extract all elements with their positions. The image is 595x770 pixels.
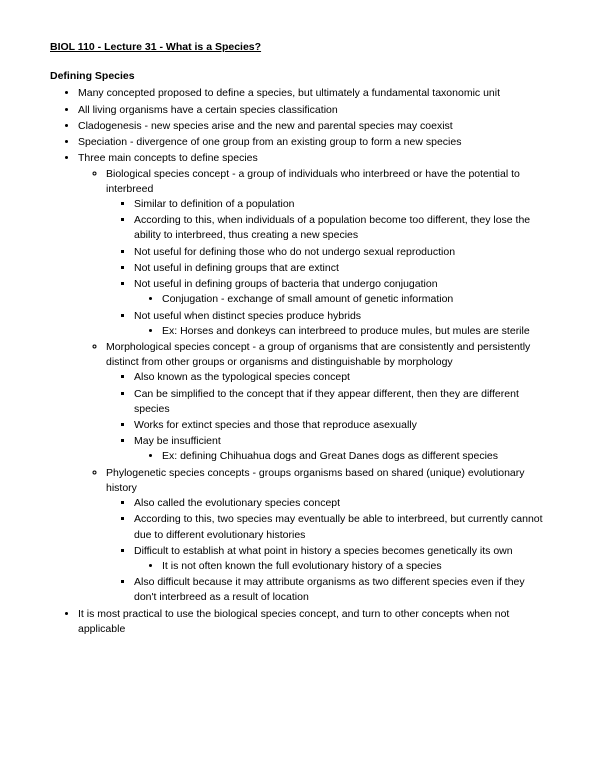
list-item: It is most practical to use the biologic… bbox=[78, 607, 545, 637]
list-item: Speciation - divergence of one group fro… bbox=[78, 135, 545, 150]
list-item: Works for extinct species and those that… bbox=[134, 418, 545, 433]
list-item: Cladogenesis - new species arise and the… bbox=[78, 119, 545, 134]
list-item-text: Not useful when distinct species produce… bbox=[134, 310, 361, 322]
list-item-text: Morphological species concept - a group … bbox=[106, 341, 530, 368]
list-item-text: Three main concepts to define species bbox=[78, 152, 258, 164]
page-title: BIOL 110 - Lecture 31 - What is a Specie… bbox=[50, 40, 545, 55]
list-item: Conjugation - exchange of small amount o… bbox=[162, 292, 545, 307]
list-item: It is not often known the full evolution… bbox=[162, 559, 545, 574]
list-item: Also known as the typological species co… bbox=[134, 370, 545, 385]
list-item-text: Biological species concept - a group of … bbox=[106, 168, 520, 195]
list-item: Similar to definition of a population bbox=[134, 197, 545, 212]
list-item: Also called the evolutionary species con… bbox=[134, 496, 545, 511]
list-item: Three main concepts to define species Bi… bbox=[78, 151, 545, 605]
list-item: Ex: defining Chihuahua dogs and Great Da… bbox=[162, 449, 545, 464]
list-item: Not useful for defining those who do not… bbox=[134, 245, 545, 260]
list-item-text: Not useful in defining groups of bacteri… bbox=[134, 278, 438, 290]
list-item: Morphological species concept - a group … bbox=[106, 340, 545, 465]
list-item-text: Difficult to establish at what point in … bbox=[134, 545, 513, 557]
list-item: According to this, when individuals of a… bbox=[134, 213, 545, 243]
list-item: Biological species concept - a group of … bbox=[106, 167, 545, 339]
outline-list: Many concepted proposed to define a spec… bbox=[50, 86, 545, 637]
list-item: Difficult to establish at what point in … bbox=[134, 544, 545, 574]
list-item: Not useful in defining groups that are e… bbox=[134, 261, 545, 276]
list-item: Phylogenetic species concepts - groups o… bbox=[106, 466, 545, 606]
list-item: Ex: Horses and donkeys can interbreed to… bbox=[162, 324, 545, 339]
list-item: According to this, two species may event… bbox=[134, 512, 545, 542]
list-item: Also difficult because it may attribute … bbox=[134, 575, 545, 605]
list-item-text: Phylogenetic species concepts - groups o… bbox=[106, 467, 525, 494]
list-item: Not useful when distinct species produce… bbox=[134, 309, 545, 339]
list-item: May be insufficient Ex: defining Chihuah… bbox=[134, 434, 545, 464]
list-item-text: May be insufficient bbox=[134, 435, 221, 447]
list-item: Many concepted proposed to define a spec… bbox=[78, 86, 545, 101]
list-item: Can be simplified to the concept that if… bbox=[134, 387, 545, 417]
list-item: All living organisms have a certain spec… bbox=[78, 103, 545, 118]
list-item: Not useful in defining groups of bacteri… bbox=[134, 277, 545, 307]
section-heading: Defining Species bbox=[50, 69, 545, 84]
